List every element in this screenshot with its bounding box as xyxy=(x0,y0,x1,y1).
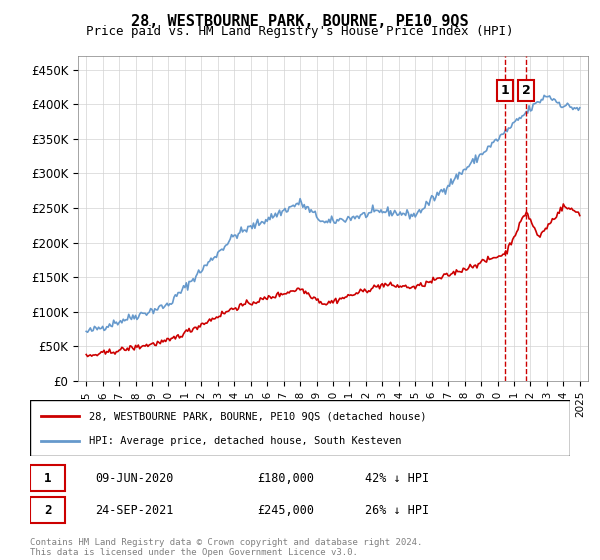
Text: 26% ↓ HPI: 26% ↓ HPI xyxy=(365,504,429,517)
Text: 28, WESTBOURNE PARK, BOURNE, PE10 9QS: 28, WESTBOURNE PARK, BOURNE, PE10 9QS xyxy=(131,14,469,29)
Text: 2: 2 xyxy=(44,504,52,517)
FancyBboxPatch shape xyxy=(30,400,570,456)
FancyBboxPatch shape xyxy=(30,465,65,491)
FancyBboxPatch shape xyxy=(30,497,65,523)
Text: 24-SEP-2021: 24-SEP-2021 xyxy=(95,504,173,517)
Text: 2: 2 xyxy=(521,84,530,97)
Text: 28, WESTBOURNE PARK, BOURNE, PE10 9QS (detached house): 28, WESTBOURNE PARK, BOURNE, PE10 9QS (d… xyxy=(89,411,427,421)
Text: HPI: Average price, detached house, South Kesteven: HPI: Average price, detached house, Sout… xyxy=(89,436,402,446)
Text: 1: 1 xyxy=(44,472,52,484)
Text: 1: 1 xyxy=(500,84,509,97)
Text: 09-JUN-2020: 09-JUN-2020 xyxy=(95,472,173,484)
Text: £180,000: £180,000 xyxy=(257,472,314,484)
Text: Price paid vs. HM Land Registry's House Price Index (HPI): Price paid vs. HM Land Registry's House … xyxy=(86,25,514,38)
Text: Contains HM Land Registry data © Crown copyright and database right 2024.
This d: Contains HM Land Registry data © Crown c… xyxy=(30,538,422,557)
Text: £245,000: £245,000 xyxy=(257,504,314,517)
Text: 42% ↓ HPI: 42% ↓ HPI xyxy=(365,472,429,484)
